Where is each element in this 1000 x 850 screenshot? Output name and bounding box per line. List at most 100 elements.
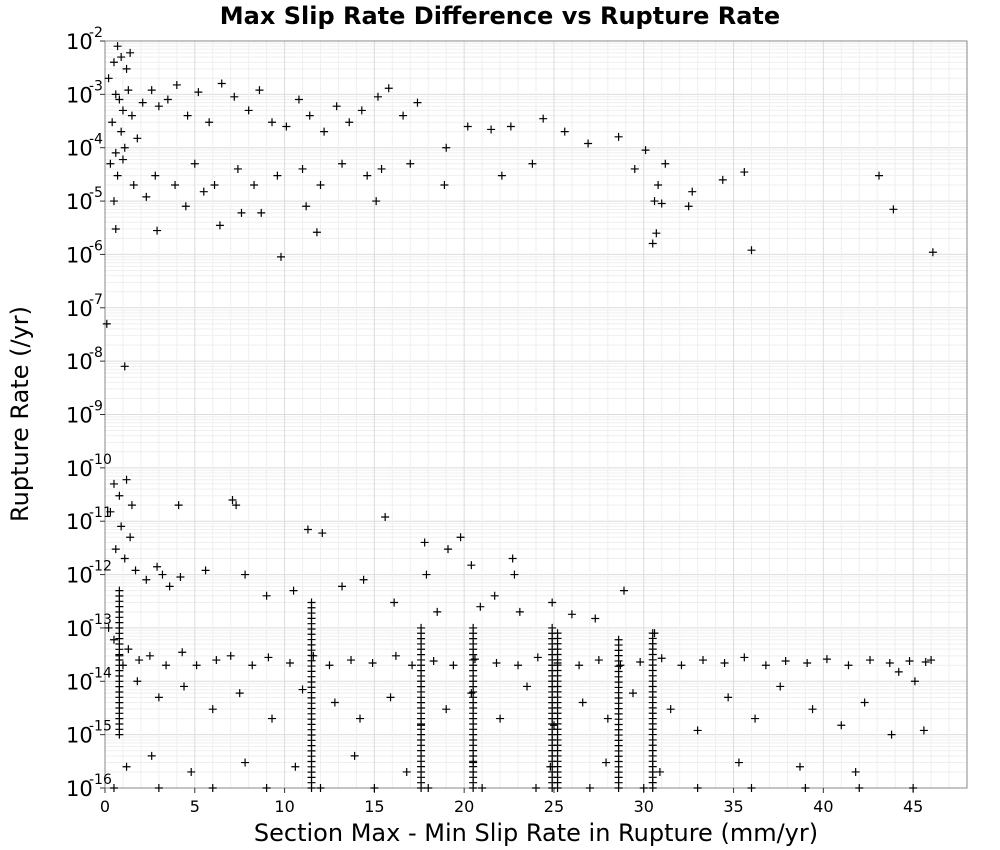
data-point: [118, 106, 127, 115]
data-point: [127, 501, 136, 510]
data-point: [390, 598, 399, 607]
data-point: [724, 693, 733, 702]
data-point: [316, 181, 325, 190]
data-point: [145, 651, 154, 660]
data-point: [747, 784, 756, 792]
data-point: [734, 758, 743, 767]
y-tick-label: 10: [66, 457, 93, 481]
data-point: [117, 522, 126, 531]
data-point: [506, 122, 515, 131]
data-point: [370, 784, 379, 792]
data-point: [117, 127, 126, 136]
chart-title: Max Slip Rate Difference vs Rupture Rate: [220, 2, 780, 30]
data-point: [115, 491, 124, 500]
data-point: [178, 648, 187, 657]
data-point: [190, 159, 199, 168]
y-tick-label: 10: [66, 617, 93, 641]
data-point: [875, 171, 884, 180]
data-point: [104, 74, 113, 83]
data-point: [338, 159, 347, 168]
data-point: [602, 758, 611, 767]
data-point: [330, 698, 339, 707]
data-point: [181, 202, 190, 211]
data-point: [320, 127, 329, 136]
data-point: [147, 751, 156, 760]
data-point: [648, 629, 657, 638]
x-tick-label: 35: [723, 797, 743, 816]
data-point: [532, 784, 540, 792]
y-tick-exponent: -12: [89, 559, 112, 575]
data-point: [142, 192, 151, 201]
data-point: [614, 635, 623, 644]
data-point: [456, 533, 465, 542]
data-point: [147, 86, 156, 95]
data-point: [919, 726, 928, 735]
data-point: [402, 767, 411, 776]
data-point: [356, 714, 365, 723]
y-tick-exponent: -13: [89, 612, 112, 628]
data-point: [332, 102, 341, 111]
data-point: [257, 208, 266, 217]
data-point: [467, 689, 476, 698]
data-point: [120, 554, 129, 563]
data-point: [268, 118, 277, 127]
data-point: [316, 784, 325, 792]
data-point: [515, 607, 524, 616]
data-point: [657, 654, 666, 663]
data-point: [129, 181, 138, 190]
data-point: [497, 171, 506, 180]
data-point: [113, 171, 122, 180]
data-point: [122, 475, 131, 484]
data-point: [264, 653, 273, 662]
data-point: [693, 726, 702, 735]
data-point: [449, 661, 458, 670]
data-point: [307, 598, 316, 607]
data-point: [578, 698, 587, 707]
data-point: [386, 693, 395, 702]
data-point: [548, 623, 557, 632]
data-point: [603, 714, 612, 723]
data-point: [490, 591, 499, 600]
x-tick-label: 40: [813, 797, 833, 816]
data-point: [408, 661, 417, 670]
data-point: [276, 252, 285, 261]
data-point: [591, 614, 600, 623]
y-tick-label: 10: [66, 670, 93, 694]
data-point: [235, 689, 244, 698]
y-tick-label: 10: [66, 564, 93, 588]
data-point: [553, 629, 562, 638]
data-point: [467, 561, 476, 570]
data-point: [111, 148, 120, 157]
y-tick-label: 10: [66, 510, 93, 534]
data-point: [241, 758, 250, 767]
y-tick-label: 10: [66, 297, 93, 321]
x-tick-label: 15: [364, 797, 384, 816]
y-tick-exponent: -14: [89, 665, 112, 681]
data-point: [303, 525, 312, 534]
data-point: [124, 645, 133, 654]
data-point: [199, 187, 208, 196]
data-point: [652, 229, 661, 238]
data-point: [230, 92, 239, 101]
data-point: [761, 661, 770, 670]
data-point: [885, 659, 894, 668]
y-tick-exponent: -10: [89, 452, 112, 468]
data-point: [172, 80, 181, 89]
x-axis: 0 5 10 15 20 25 30 35 40 45: [100, 788, 923, 816]
y-tick-exponent: -3: [89, 78, 103, 94]
data-point: [699, 656, 708, 665]
x-tick-label: 25: [544, 797, 564, 816]
x-tick-label: 45: [903, 797, 923, 816]
data-point: [487, 125, 496, 134]
y-tick-exponent: -4: [89, 132, 103, 148]
data-point: [350, 751, 359, 760]
data-point: [381, 512, 390, 521]
data-point: [115, 95, 124, 104]
data-point: [417, 623, 426, 632]
data-point: [442, 705, 451, 714]
data-point: [248, 661, 257, 670]
y-tick-label: 10: [66, 724, 93, 748]
data-point: [183, 111, 192, 120]
data-point: [158, 570, 167, 579]
data-point: [194, 88, 203, 97]
